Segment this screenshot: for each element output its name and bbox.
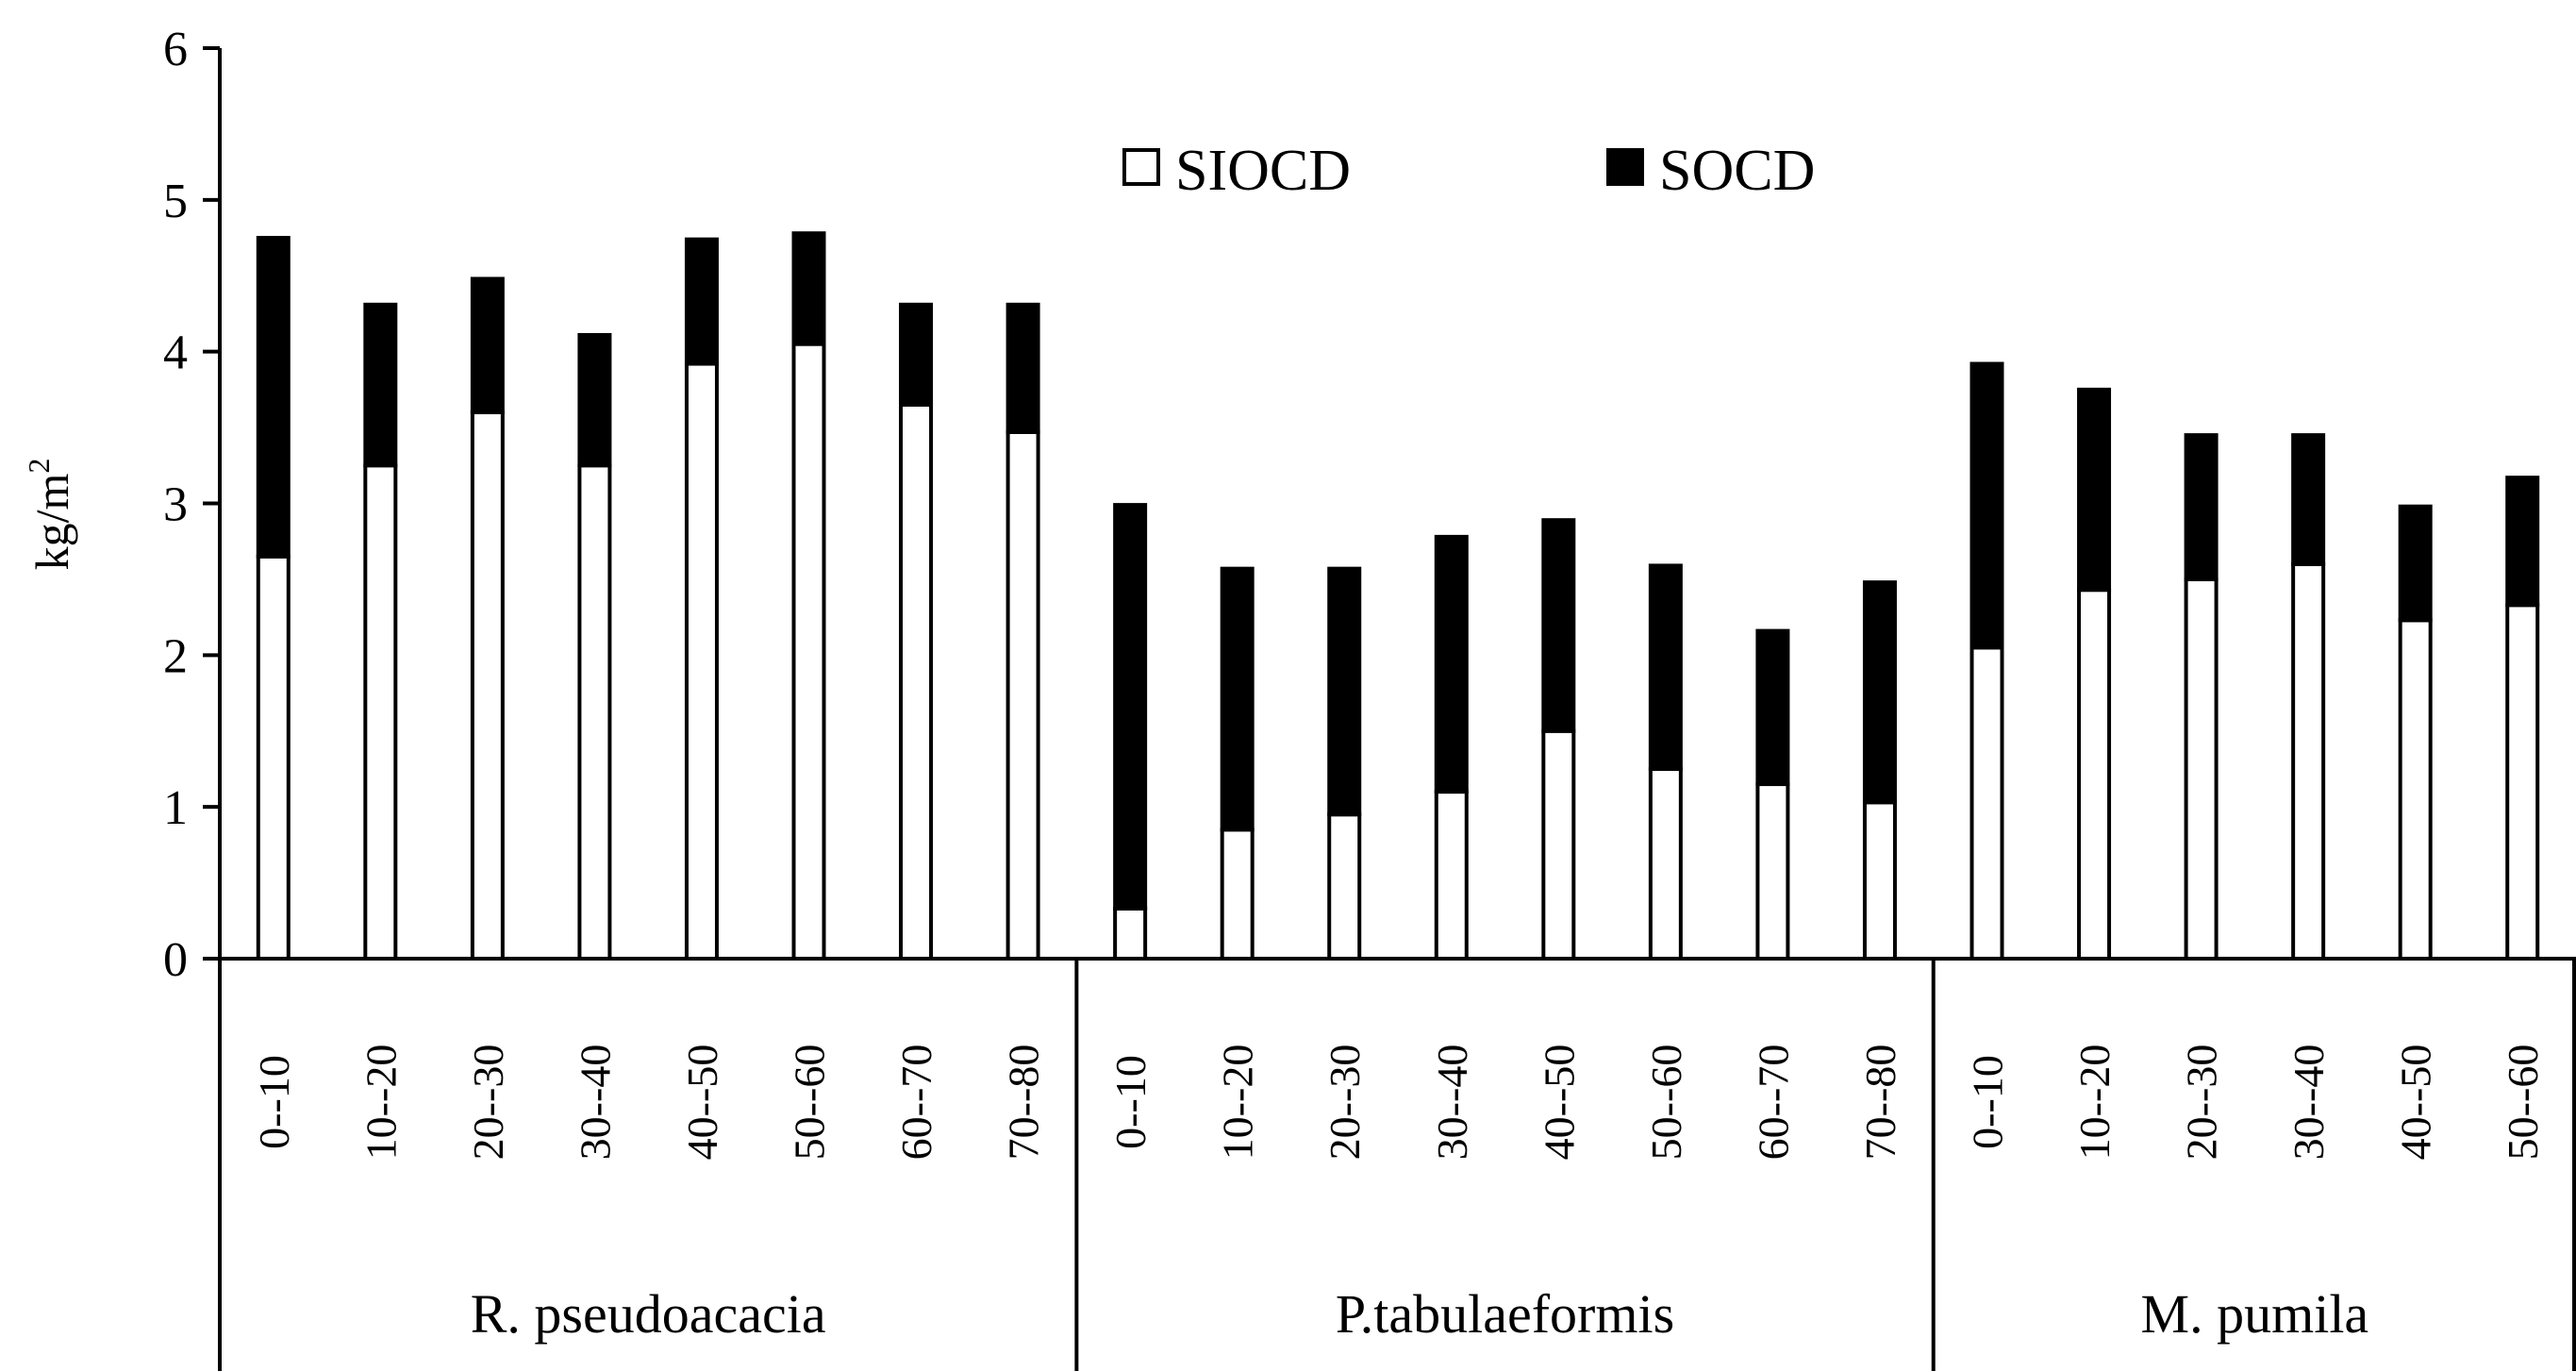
legend-swatch-socd <box>1606 148 1644 186</box>
y-axis-title-superscript: 2 <box>22 459 56 474</box>
bar-socd <box>256 236 291 559</box>
x-category-label: 70--80 <box>1856 1045 1904 1161</box>
x-category-label: 0--10 <box>1106 1055 1155 1149</box>
y-tick-label: 5 <box>163 175 188 228</box>
x-category-label: 40--50 <box>1535 1045 1583 1161</box>
x-category-label: 50--60 <box>1642 1045 1690 1161</box>
y-tick-label: 2 <box>163 629 188 683</box>
bars <box>256 231 2540 961</box>
bar-siocd <box>2398 618 2433 961</box>
bar-siocd <box>1113 906 1148 961</box>
legend-label-siocd: SIOCD <box>1175 139 1351 203</box>
bar-siocd <box>684 361 719 961</box>
bar-socd <box>577 332 612 468</box>
bar-siocd <box>1969 645 2004 961</box>
x-category-label: 0--10 <box>1964 1055 2012 1149</box>
y-axis-title-text: kg/m <box>25 474 78 571</box>
bar-siocd <box>1755 782 1790 961</box>
y-tick-label: 3 <box>163 478 188 532</box>
legend-swatch-siocd <box>1122 148 1160 186</box>
x-category-label: 50--60 <box>786 1045 834 1161</box>
bar-socd <box>684 237 719 366</box>
bar-socd <box>1434 534 1469 794</box>
x-category-label: 10--20 <box>2070 1045 2119 1161</box>
x-category-label: 10--20 <box>357 1045 405 1161</box>
bar-siocd <box>1220 828 1255 961</box>
x-category-label: 10--20 <box>1214 1045 1262 1161</box>
bar-socd <box>1220 566 1255 832</box>
bar-siocd <box>899 402 934 961</box>
x-axis: 0--10 10--20 20--30 30--40 40--50 50--60 60--7… <box>218 957 2576 1371</box>
bar-socd <box>1005 302 1040 434</box>
bar-siocd <box>2291 561 2326 961</box>
x-category-label: 60--70 <box>892 1045 940 1161</box>
bar-socd <box>2398 504 2433 623</box>
bar-socd <box>791 231 826 346</box>
bar-socd <box>899 302 934 407</box>
x-category-label: 20--30 <box>464 1045 512 1161</box>
x-category-label: 30--40 <box>2285 1045 2333 1161</box>
bar-socd <box>363 302 398 468</box>
bar-socd <box>1755 628 1790 787</box>
bar-siocd <box>470 410 505 961</box>
group-label: R. pseudoacacia <box>471 1283 826 1345</box>
x-category-label: 20--30 <box>2178 1045 2226 1161</box>
bar-socd <box>1541 518 1576 733</box>
bar-siocd <box>1434 790 1469 961</box>
x-category-label: 50--60 <box>2499 1045 2547 1161</box>
bar-socd <box>1327 566 1362 817</box>
x-category-label: 40--50 <box>2392 1045 2440 1161</box>
legend: SIOCD SOCD <box>1122 139 1815 203</box>
group-label: M. pumila <box>2141 1283 2369 1345</box>
bar-siocd <box>577 463 612 961</box>
bar-siocd <box>2077 588 2112 961</box>
bar-siocd <box>2184 577 2219 961</box>
bar-siocd <box>1862 800 1897 961</box>
bar-socd <box>1648 563 1683 771</box>
bar-socd <box>2291 433 2326 566</box>
x-category-label: 30--40 <box>571 1045 619 1161</box>
y-tick-label: 1 <box>163 781 188 835</box>
bar-siocd <box>256 554 291 961</box>
legend-label-socd: SOCD <box>1659 139 1815 203</box>
x-category-label: 30--40 <box>1428 1045 1476 1161</box>
x-category-label: 20--30 <box>1321 1045 1369 1161</box>
bar-siocd <box>363 463 398 961</box>
bar-socd <box>1113 503 1148 911</box>
bar-siocd <box>1648 766 1683 961</box>
bar-socd <box>2505 476 2540 608</box>
bar-siocd <box>2505 603 2540 961</box>
x-category-label: 70--80 <box>1000 1045 1048 1161</box>
x-category-label: 40--50 <box>678 1045 726 1161</box>
bar-socd <box>2077 387 2112 593</box>
x-category-label: 0--10 <box>250 1055 298 1149</box>
x-category-label: 60--70 <box>1749 1045 1797 1161</box>
bar-socd <box>1969 361 2004 650</box>
bar-siocd <box>1541 728 1576 961</box>
y-tick-label: 6 <box>163 23 188 76</box>
bar-socd <box>2184 433 2219 581</box>
bar-socd <box>470 276 505 415</box>
bar-socd <box>1862 580 1897 805</box>
bar-siocd <box>791 342 826 961</box>
bar-siocd <box>1327 812 1362 961</box>
y-tick-label: 0 <box>163 933 188 987</box>
bar-siocd <box>1005 429 1040 961</box>
y-tick-label: 4 <box>163 326 188 380</box>
y-axis-title: kg/m2 <box>22 459 78 571</box>
y-axis: 0 1 2 3 4 5 6 <box>163 23 222 987</box>
group-label: P.tabulaeformis <box>1336 1283 1674 1345</box>
